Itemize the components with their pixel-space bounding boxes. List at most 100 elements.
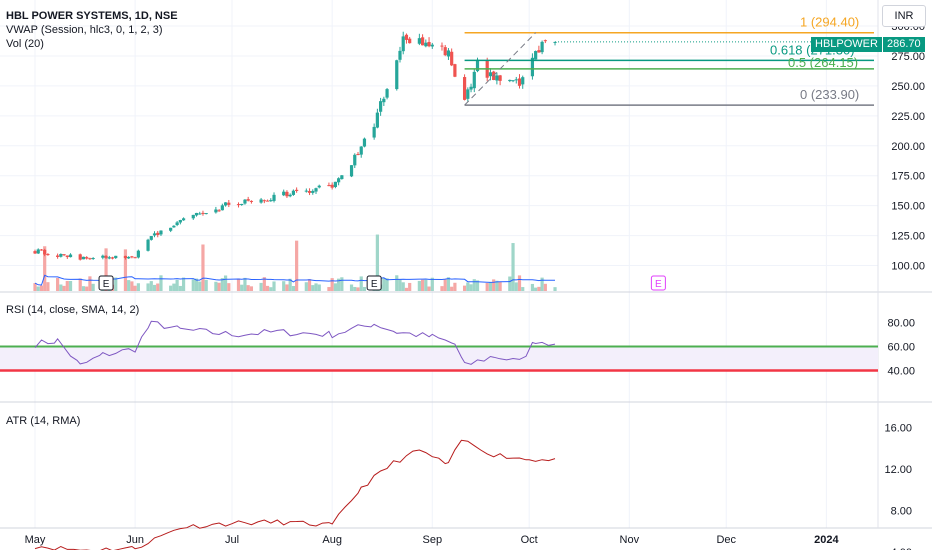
atr-legend[interactable]: ATR (14, RMA) <box>6 415 81 427</box>
candlesticks <box>33 31 557 261</box>
volume-bar <box>217 282 221 291</box>
volume-bar <box>353 286 357 291</box>
time-tick-label: Aug <box>322 534 342 546</box>
price-axes[interactable]: 100.00 125.00 150.00 175.00 200.00 225.00 250.… <box>555 21 925 550</box>
earnings-marker[interactable]: E <box>650 275 666 291</box>
rsi-pane <box>0 320 878 372</box>
earnings-marker[interactable]: E <box>98 275 114 291</box>
candle-body <box>295 189 299 191</box>
candle-body <box>240 203 244 205</box>
volume-bar <box>453 282 457 291</box>
volume-bar <box>427 286 431 291</box>
volume-bar <box>511 243 515 291</box>
earnings-marker[interactable]: E <box>366 275 382 291</box>
volume-bar <box>130 281 134 291</box>
volume-bar <box>307 279 312 291</box>
candle-body <box>114 255 118 259</box>
time-tick-label: May <box>25 534 46 546</box>
volume-bar <box>65 280 69 291</box>
candle-body <box>85 257 89 259</box>
candle-body <box>169 227 173 231</box>
volume-bar <box>534 287 538 291</box>
time-axis[interactable]: May Jun Jul Aug Sep Oct Nov Dec 2024 <box>25 534 840 546</box>
candle-body <box>291 190 295 195</box>
candle-body <box>327 185 331 187</box>
volume-bar <box>88 276 92 291</box>
volume-bar <box>317 284 321 291</box>
volume-ma-line <box>34 274 556 286</box>
volume-bar <box>349 284 354 291</box>
rsi-legend[interactable]: RSI (14, close, SMA, 14, 2) <box>6 304 140 316</box>
volume-bar <box>295 240 299 291</box>
candle-body <box>395 60 399 90</box>
candle-body <box>181 218 186 221</box>
candle-body <box>269 200 273 202</box>
earnings-marker-label: E <box>655 279 662 290</box>
candle-body <box>540 41 544 53</box>
volume-bar <box>62 285 66 291</box>
candle-body <box>530 57 535 77</box>
volume-bar <box>521 287 525 291</box>
volume-bar <box>327 287 331 291</box>
candle-body <box>340 175 344 180</box>
volume-bar <box>191 279 195 291</box>
rsi-background <box>0 346 878 371</box>
volume-bar <box>362 286 367 291</box>
candle-body <box>217 210 221 212</box>
volume-bar <box>288 278 292 291</box>
price-tick-label: 175.00 <box>891 171 925 183</box>
candle-body <box>282 191 286 196</box>
vwap-legend[interactable]: VWAP (Session, hlc3, 0, 1, 2, 3) <box>6 24 163 36</box>
volume-bar <box>404 287 409 291</box>
candle-body <box>424 42 428 47</box>
candle-body <box>317 185 321 188</box>
price-tick-label: 275.00 <box>891 51 925 63</box>
candle-body <box>498 75 502 81</box>
volume-bar <box>285 284 289 291</box>
volume-bar <box>136 283 140 291</box>
symbol-title[interactable]: HBL POWER SYSTEMS, 1D, NSE <box>6 10 178 22</box>
volume-bar <box>356 287 360 291</box>
candle-body <box>133 257 137 259</box>
volume-bar <box>530 283 535 291</box>
candle-body <box>372 126 376 138</box>
candle-body <box>521 77 525 85</box>
candle-body <box>362 138 367 147</box>
volume-bar <box>488 282 493 291</box>
candle-body <box>472 71 476 89</box>
fibonacci-retracement[interactable]: 1 (294.40)0.618 (271.30)0.5 (264.15)0 (2… <box>464 15 874 106</box>
candle-body <box>62 254 66 256</box>
candle-body <box>249 200 254 202</box>
candle-body <box>36 249 40 254</box>
candle-body <box>450 51 454 66</box>
rsi-tick-label: 80.00 <box>887 318 915 330</box>
volume-bar <box>398 279 402 291</box>
volume-legend[interactable]: Vol (20) <box>6 38 44 50</box>
volume-bar <box>259 282 263 291</box>
candle-body <box>307 190 312 193</box>
candle-body <box>285 191 289 197</box>
candle-body <box>440 45 444 47</box>
atr-tick-label: 8.00 <box>891 506 912 518</box>
candle-body <box>401 36 405 52</box>
earnings-marker-label: E <box>103 279 110 290</box>
candle-body <box>462 77 467 100</box>
volume-bar <box>508 276 512 291</box>
volume-bar <box>39 285 44 291</box>
volume-bar <box>475 280 480 291</box>
earnings-marker-label: E <box>371 279 378 290</box>
volume-bar <box>104 248 108 291</box>
volume-bar <box>469 284 473 291</box>
volume-bar <box>359 276 363 291</box>
volume-bar <box>395 275 399 291</box>
candle-body <box>201 212 205 214</box>
last-price-value: 286.70 <box>882 37 925 52</box>
candle-body <box>59 254 63 257</box>
candle-body <box>304 190 308 192</box>
currency-button[interactable]: INR <box>882 5 926 27</box>
candle-body <box>356 153 360 155</box>
candle-body <box>508 79 512 82</box>
volume-bar <box>492 279 496 291</box>
